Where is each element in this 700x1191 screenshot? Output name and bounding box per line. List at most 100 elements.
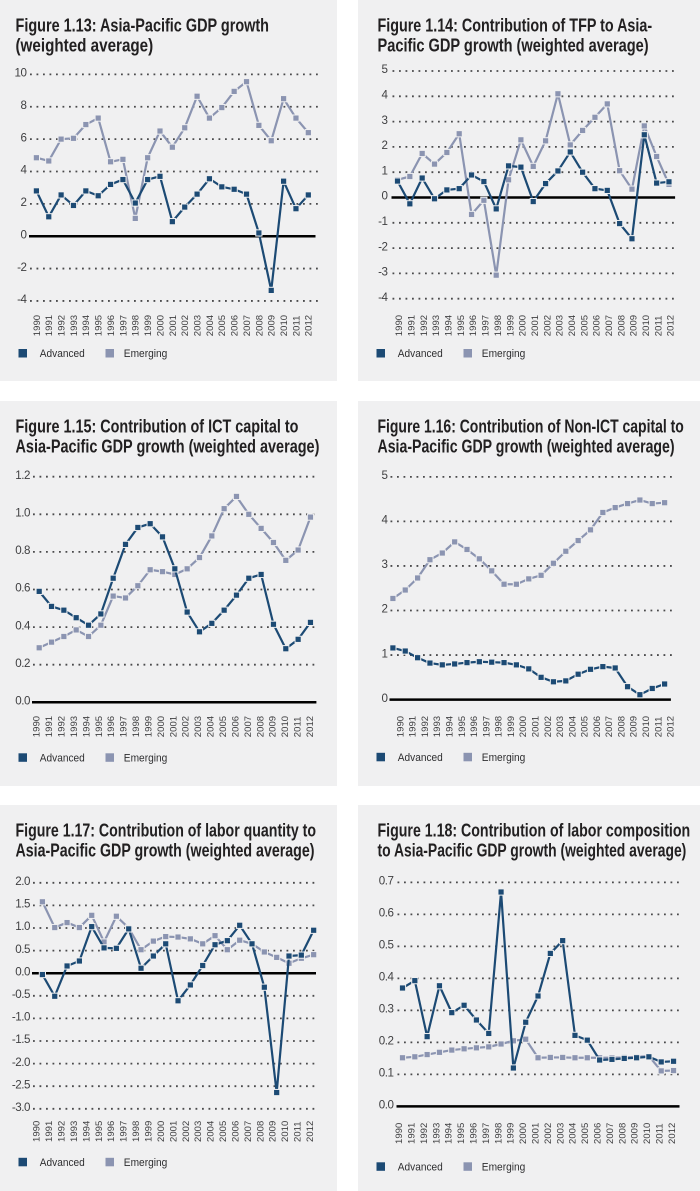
svg-text:1999: 1999 [143, 315, 154, 336]
svg-text:Advanced: Advanced [40, 752, 85, 764]
svg-text:0: 0 [381, 692, 387, 705]
svg-text:2005: 2005 [579, 315, 590, 336]
svg-text:0.0: 0.0 [15, 695, 30, 708]
svg-text:5: 5 [381, 469, 387, 482]
svg-text:1999: 1999 [505, 1123, 516, 1144]
svg-text:1993: 1993 [431, 1123, 442, 1144]
svg-text:0.4: 0.4 [378, 971, 394, 984]
svg-text:2008: 2008 [616, 315, 627, 336]
svg-text:2008: 2008 [616, 716, 627, 737]
svg-text:2012: 2012 [305, 1121, 316, 1142]
svg-text:1994: 1994 [444, 716, 455, 737]
svg-text:Emerging: Emerging [481, 1161, 525, 1173]
svg-text:Figure 1.15: Contribution of I: Figure 1.15: Contribution of ICT capital… [16, 416, 299, 436]
svg-text:-3: -3 [378, 266, 387, 279]
svg-text:2002: 2002 [181, 1121, 192, 1142]
svg-text:2005: 2005 [218, 716, 229, 737]
svg-text:0.3: 0.3 [378, 1003, 393, 1016]
svg-text:Advanced: Advanced [397, 752, 442, 764]
svg-text:1994: 1994 [443, 1123, 454, 1144]
svg-text:to Asia-Pacific GDP growth (we: to Asia-Pacific GDP growth (weighted ave… [377, 841, 686, 861]
svg-text:2012: 2012 [304, 315, 315, 336]
svg-text:2001: 2001 [168, 315, 179, 336]
svg-text:0.7: 0.7 [378, 875, 393, 888]
svg-text:2010: 2010 [280, 716, 291, 737]
svg-text:1991: 1991 [44, 1121, 55, 1142]
svg-text:2: 2 [381, 139, 387, 152]
svg-text:1992: 1992 [418, 1123, 429, 1144]
svg-text:2006: 2006 [230, 315, 241, 336]
svg-text:Asia-Pacific GDP growth (weigh: Asia-Pacific GDP growth (weighted averag… [377, 437, 674, 457]
svg-text:-1: -1 [378, 215, 387, 228]
svg-text:2011: 2011 [654, 1123, 665, 1144]
svg-text:1995: 1995 [455, 315, 466, 336]
svg-text:Figure 1.13: Asia-Pacific GDP: Figure 1.13: Asia-Pacific GDP growth [16, 15, 270, 35]
svg-text:6: 6 [21, 131, 27, 144]
svg-text:2009: 2009 [268, 1121, 279, 1142]
svg-text:-1.5: -1.5 [12, 1033, 30, 1046]
svg-text:1995: 1995 [94, 716, 105, 737]
svg-text:2.0: 2.0 [15, 875, 30, 888]
svg-text:1996: 1996 [106, 315, 117, 336]
svg-text:1990: 1990 [32, 716, 43, 737]
svg-text:1990: 1990 [394, 315, 405, 336]
svg-text:1992: 1992 [57, 1121, 68, 1142]
svg-text:4: 4 [381, 89, 388, 102]
svg-text:2002: 2002 [542, 1123, 553, 1144]
svg-text:0.5: 0.5 [378, 939, 393, 952]
svg-text:2001: 2001 [530, 716, 541, 737]
svg-text:Figure 1.17: Contribution of l: Figure 1.17: Contribution of labor quant… [16, 820, 317, 840]
svg-text:2006: 2006 [230, 716, 241, 737]
svg-text:2000: 2000 [518, 716, 529, 737]
svg-text:2000: 2000 [517, 315, 528, 336]
svg-text:1995: 1995 [456, 716, 467, 737]
svg-text:0: 0 [381, 190, 387, 203]
svg-text:1997: 1997 [480, 1123, 491, 1144]
svg-text:1997: 1997 [118, 315, 129, 336]
svg-text:Emerging: Emerging [481, 348, 525, 360]
svg-text:2006: 2006 [592, 1123, 603, 1144]
svg-text:2001: 2001 [168, 716, 179, 737]
svg-text:2008: 2008 [617, 1123, 628, 1144]
svg-text:3: 3 [381, 114, 387, 127]
svg-text:2005: 2005 [218, 1121, 229, 1142]
svg-text:1990: 1990 [32, 1121, 43, 1142]
svg-text:2002: 2002 [180, 315, 191, 336]
svg-text:2005: 2005 [217, 315, 228, 336]
svg-text:0.8: 0.8 [15, 544, 30, 557]
svg-text:2005: 2005 [579, 716, 590, 737]
svg-text:4: 4 [381, 514, 388, 527]
svg-text:2009: 2009 [628, 315, 639, 336]
svg-text:Pacific GDP growth (weighted a: Pacific GDP growth (weighted average) [377, 36, 648, 56]
svg-text:(weighted average): (weighted average) [16, 36, 154, 56]
svg-text:10: 10 [15, 67, 27, 80]
svg-text:2011: 2011 [293, 1121, 304, 1142]
svg-text:8: 8 [21, 99, 27, 112]
svg-text:2007: 2007 [604, 1123, 615, 1144]
svg-text:2004: 2004 [206, 716, 217, 737]
svg-text:Figure 1.16: Contribution of N: Figure 1.16: Contribution of Non-ICT cap… [377, 416, 683, 436]
svg-text:5: 5 [381, 63, 387, 76]
svg-text:1993: 1993 [69, 716, 80, 737]
svg-text:2007: 2007 [242, 315, 253, 336]
svg-text:2008: 2008 [255, 1121, 266, 1142]
svg-text:2012: 2012 [305, 716, 316, 737]
svg-text:2002: 2002 [181, 716, 192, 737]
svg-text:-2.5: -2.5 [12, 1078, 30, 1091]
svg-text:Emerging: Emerging [124, 348, 168, 360]
svg-text:2003: 2003 [555, 716, 566, 737]
svg-text:1996: 1996 [106, 716, 117, 737]
svg-text:2007: 2007 [243, 716, 254, 737]
svg-text:2003: 2003 [193, 315, 204, 336]
svg-text:1997: 1997 [119, 1121, 130, 1142]
svg-text:2001: 2001 [530, 1123, 541, 1144]
svg-text:2000: 2000 [518, 1123, 529, 1144]
svg-text:1993: 1993 [69, 315, 80, 336]
svg-text:2004: 2004 [205, 315, 216, 336]
svg-text:1999: 1999 [505, 716, 516, 737]
svg-text:1994: 1994 [81, 315, 92, 336]
svg-text:Asia-Pacific GDP growth (weigh: Asia-Pacific GDP growth (weighted averag… [16, 437, 320, 457]
svg-text:1996: 1996 [106, 1121, 117, 1142]
svg-text:2000: 2000 [155, 315, 166, 336]
svg-text:1999: 1999 [144, 716, 155, 737]
